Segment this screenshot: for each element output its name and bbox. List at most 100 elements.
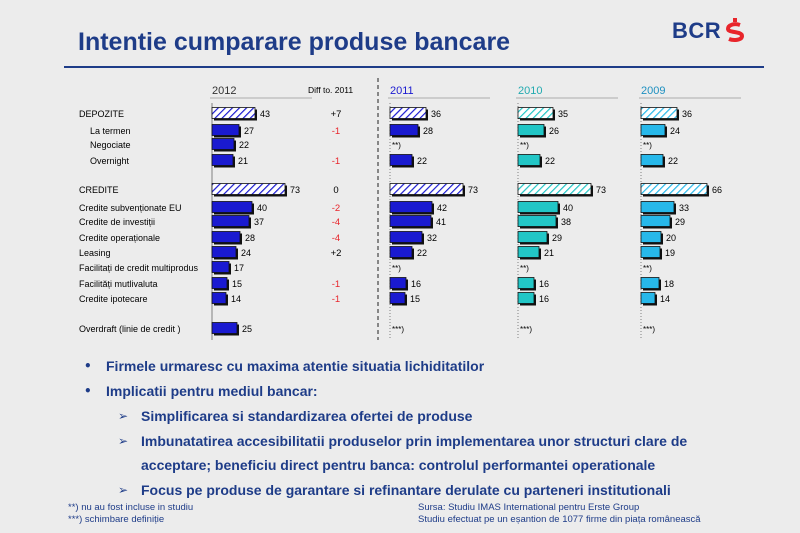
bar [640, 154, 664, 166]
value-label: 40 [257, 203, 267, 213]
value-label: 15 [232, 279, 242, 289]
diff-value: -1 [332, 156, 340, 167]
sub-bullet-text: Focus pe produse de garantare si refinan… [141, 482, 671, 498]
category-label: Credite operaționale [79, 233, 160, 243]
footnote-right-2: Studiu efectuat pe un eșantion de 1077 f… [418, 514, 701, 525]
footnote-marker: ***) [520, 325, 532, 334]
bar [640, 231, 662, 243]
value-label: 27 [244, 126, 254, 136]
value-label: 22 [545, 156, 555, 166]
value-label: 16 [411, 279, 421, 289]
value-label: 35 [558, 109, 568, 119]
bar [211, 124, 240, 136]
intent-bar-chart: DEPOZITE La termen Negociate Overnight CREDI… [79, 78, 741, 340]
footnote-right-1: Sursa: Studiu IMAS International pentru … [418, 502, 640, 513]
footnote-marker: **) [520, 141, 529, 150]
bar [389, 124, 419, 136]
series-header: 2011 [390, 85, 414, 97]
sub-bullet-marker: ➢ [118, 483, 129, 497]
series-header: 2010 [518, 85, 542, 97]
value-label: 17 [234, 263, 244, 273]
bcr-logo-text: BCR [672, 18, 722, 43]
value-label: 40 [563, 203, 573, 213]
bar [640, 277, 660, 289]
bar [211, 261, 230, 273]
bar [389, 246, 413, 258]
bar [211, 322, 238, 334]
value-label: 73 [596, 185, 606, 195]
value-label: 14 [231, 294, 241, 304]
footnote-marker: ***) [643, 325, 655, 334]
category-label: Credite de investiții [79, 217, 155, 227]
bar [517, 154, 541, 166]
bar [389, 183, 464, 195]
value-label: 66 [712, 185, 722, 195]
diff-value: -4 [332, 217, 340, 228]
sub-bullet-marker: ➢ [118, 434, 129, 448]
bar [389, 154, 413, 166]
value-label: 41 [436, 217, 446, 227]
category-label: CREDITE [79, 185, 119, 195]
bar [517, 124, 545, 136]
category-label: Overdraft (linie de credit ) [79, 324, 181, 334]
value-label: 19 [665, 248, 675, 258]
value-label: 22 [668, 156, 678, 166]
bar [389, 107, 427, 119]
category-label: Negociate [90, 140, 131, 150]
bar [517, 201, 559, 213]
value-label: 33 [679, 203, 689, 213]
bar [211, 246, 237, 258]
series-header: 2009 [641, 85, 665, 97]
bar [211, 292, 227, 304]
value-label: 29 [552, 233, 562, 243]
bullet-text: Implicatii pentru mediul bancar: [106, 383, 318, 399]
bar [517, 215, 557, 227]
bar [211, 154, 234, 166]
bullet-marker: • [84, 359, 92, 373]
diff-value: +2 [331, 248, 342, 259]
bcr-logo: BCR [672, 16, 745, 46]
footnote-marker: ***) [392, 325, 404, 334]
value-label: 42 [437, 203, 447, 213]
diff-value: -1 [332, 126, 340, 137]
diff-value: +7 [331, 109, 342, 120]
value-label: 18 [664, 279, 674, 289]
footnote-marker: **) [643, 264, 652, 273]
footnote-left-1: **) nu au fost incluse in studiu [68, 502, 194, 513]
category-label: La termen [90, 126, 131, 136]
bcr-logo-mark-icon [726, 18, 745, 42]
bar [389, 215, 432, 227]
value-label: 21 [238, 156, 248, 166]
bar [389, 201, 433, 213]
diff-value: -2 [332, 203, 340, 214]
bar [389, 231, 423, 243]
bar [211, 231, 241, 243]
value-label: 22 [417, 248, 427, 258]
value-label: 36 [682, 109, 692, 119]
bar [517, 277, 535, 289]
value-label: 20 [666, 233, 676, 243]
value-label: 29 [675, 217, 685, 227]
bar [517, 292, 535, 304]
bar [517, 231, 548, 243]
footnote-marker: **) [392, 264, 401, 273]
value-label: 14 [660, 294, 670, 304]
bar [211, 277, 228, 289]
value-label: 32 [427, 233, 437, 243]
sub-bullet-text: Simplificarea si standardizarea ofertei … [141, 408, 473, 424]
bar [517, 107, 554, 119]
bar [389, 292, 406, 304]
footnote-marker: **) [643, 141, 652, 150]
bar [640, 107, 678, 119]
bullet-marker: • [84, 384, 92, 398]
bar [211, 215, 250, 227]
diff-value: -1 [332, 279, 340, 290]
value-label: 28 [245, 233, 255, 243]
sub-bullet-marker: ➢ [118, 409, 129, 423]
bar [640, 246, 661, 258]
category-label: Credite subvenționate EU [79, 203, 182, 213]
value-label: 25 [242, 324, 252, 334]
diff-header: Diff to. 2011 [308, 85, 353, 95]
bullet-text: Firmele urmaresc cu maxima atentie situa… [106, 358, 485, 374]
